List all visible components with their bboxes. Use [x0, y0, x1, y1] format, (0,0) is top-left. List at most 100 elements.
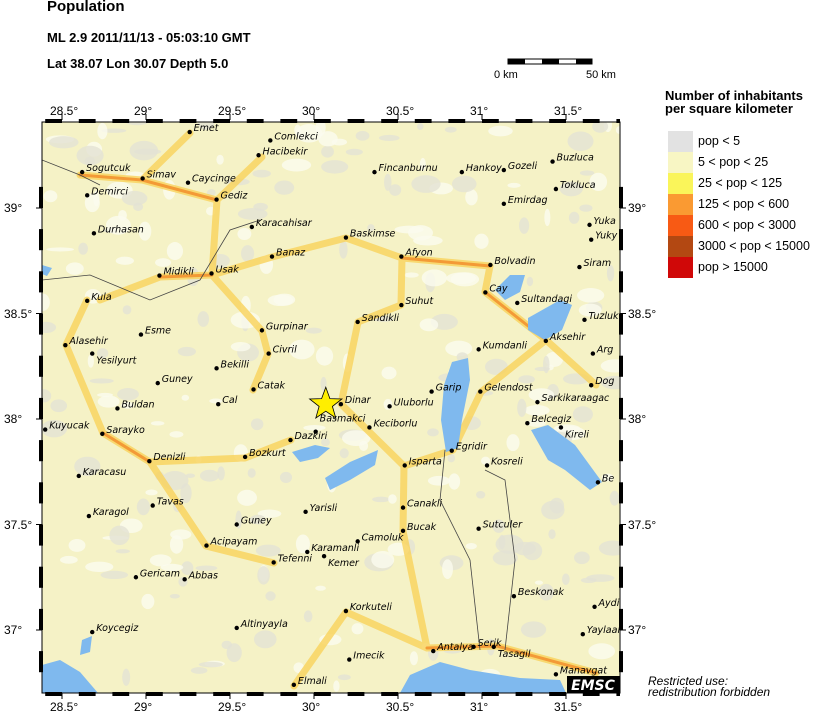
frame-dash: [314, 692, 331, 696]
low-density-patch: [93, 190, 100, 207]
city-dot-icon: [182, 577, 187, 582]
frame-dash: [448, 119, 466, 123]
low-density-patch: [303, 425, 326, 431]
city-dot-icon: [550, 159, 555, 164]
city-marker: Esme: [138, 326, 171, 337]
low-density-patch: [315, 346, 334, 366]
city-label: Esme: [145, 326, 171, 337]
low-density-patch: [419, 157, 426, 172]
city-label: Guney: [241, 516, 272, 527]
low-density-patch: [252, 169, 271, 178]
city-marker: Sarayko: [100, 425, 145, 436]
city-marker: Kireli: [558, 425, 589, 440]
low-density-patch: [538, 583, 554, 601]
city-label: Banaz: [276, 248, 306, 259]
low-density-patch: [526, 276, 534, 287]
low-density-patch: [384, 173, 392, 191]
bottom-lon-tick-label: 29.5°: [218, 700, 247, 714]
low-density-patch: [50, 399, 68, 413]
city-dot-icon: [399, 302, 404, 308]
city-marker: Cal: [216, 395, 238, 407]
city-label: Canakli: [407, 499, 442, 510]
frame-dash: [45, 692, 62, 696]
low-density-patch: [394, 225, 424, 234]
bottom-lon-tick-label: 31.5°: [554, 700, 583, 714]
legend-label: 5 < pop < 25: [698, 155, 769, 169]
city-label: Aksehir: [549, 332, 586, 343]
city-label: Buldan: [121, 399, 154, 410]
emsc-logo: EMSC: [567, 676, 620, 694]
legend-item: pop < 5: [668, 131, 822, 152]
low-density-patch: [492, 519, 506, 533]
low-density-patch: [288, 339, 315, 360]
city-marker: Civril: [266, 345, 297, 356]
legend-swatch: [668, 152, 693, 173]
city-marker: Beskonak: [511, 587, 564, 599]
city-label: Tuzluk: [588, 311, 619, 322]
low-density-patch: [598, 540, 620, 556]
city-marker: Usak: [209, 264, 239, 276]
low-density-patch: [507, 182, 521, 188]
top-lon-tick-label: 29°: [134, 104, 153, 118]
low-density-patch: [169, 535, 184, 554]
city-dot-icon: [525, 421, 530, 426]
low-density-patch: [237, 227, 252, 241]
frame-dash: [78, 692, 96, 696]
city-label: Gediz: [221, 191, 249, 202]
city-dot-icon: [185, 180, 191, 185]
low-density-patch: [160, 563, 184, 572]
low-density-patch: [155, 258, 172, 267]
city-label: Emirdag: [508, 195, 548, 206]
frame-dash: [39, 524, 43, 546]
low-density-patch: [255, 544, 281, 557]
epicenter-star-icon[interactable]: [308, 386, 344, 419]
low-density-patch: [250, 418, 264, 431]
low-density-patch: [150, 421, 165, 426]
frame-dash: [246, 119, 264, 123]
note-line2: redistribution forbidden: [648, 685, 771, 699]
legend-item: 600 < pop < 3000: [668, 215, 822, 236]
city-marker: Canakli: [400, 499, 442, 510]
low-density-patch: [572, 406, 593, 423]
city-marker: Emet: [187, 123, 220, 135]
low-density-patch: [42, 419, 68, 438]
city-marker: Karagol: [86, 507, 129, 519]
city-label: Alasehir: [68, 336, 108, 347]
city-dot-icon: [429, 389, 434, 394]
low-density-patch: [121, 401, 134, 409]
city-label: Egridir: [456, 442, 488, 453]
low-density-patch: [527, 419, 546, 427]
frame-dash: [36, 524, 42, 525]
city-marker: Banaz: [269, 248, 306, 259]
low-density-patch: [122, 668, 131, 686]
low-density-patch: [185, 473, 196, 478]
low-density-patch: [320, 376, 327, 391]
city-label: Siram: [583, 258, 611, 269]
city-marker: Altinyayla: [234, 619, 288, 631]
low-density-patch: [492, 550, 518, 566]
legend-swatch: [668, 173, 693, 194]
low-density-patch: [76, 145, 104, 166]
frame-dash: [39, 271, 43, 293]
left-lat-tick-label: 38°: [4, 412, 23, 426]
city-label: Suhut: [405, 296, 434, 307]
right-lat-tick-label: 39°: [628, 201, 647, 215]
low-density-patch: [600, 359, 620, 373]
city-label: Hacibekir: [263, 146, 309, 157]
bottom-lon-tick-label: 29°: [134, 700, 153, 714]
city-label: Simav: [147, 169, 177, 180]
city-dot-icon: [138, 332, 144, 337]
low-density-patch: [121, 190, 148, 206]
city-marker: Dog: [589, 376, 614, 388]
frame-dash: [619, 271, 623, 293]
frame-dash: [616, 692, 620, 696]
city-label: Garip: [436, 383, 462, 394]
bottom-lon-tick-label: 30.5°: [386, 700, 415, 714]
low-density-patch: [190, 667, 208, 674]
frame-dash: [414, 692, 432, 696]
legend-label: 3000 < pop < 15000: [698, 239, 810, 253]
legend-title-line2: per square kilometer: [665, 101, 793, 116]
low-density-patch: [199, 469, 220, 482]
low-density-patch: [145, 489, 158, 496]
city-marker: Buldan: [115, 399, 155, 411]
